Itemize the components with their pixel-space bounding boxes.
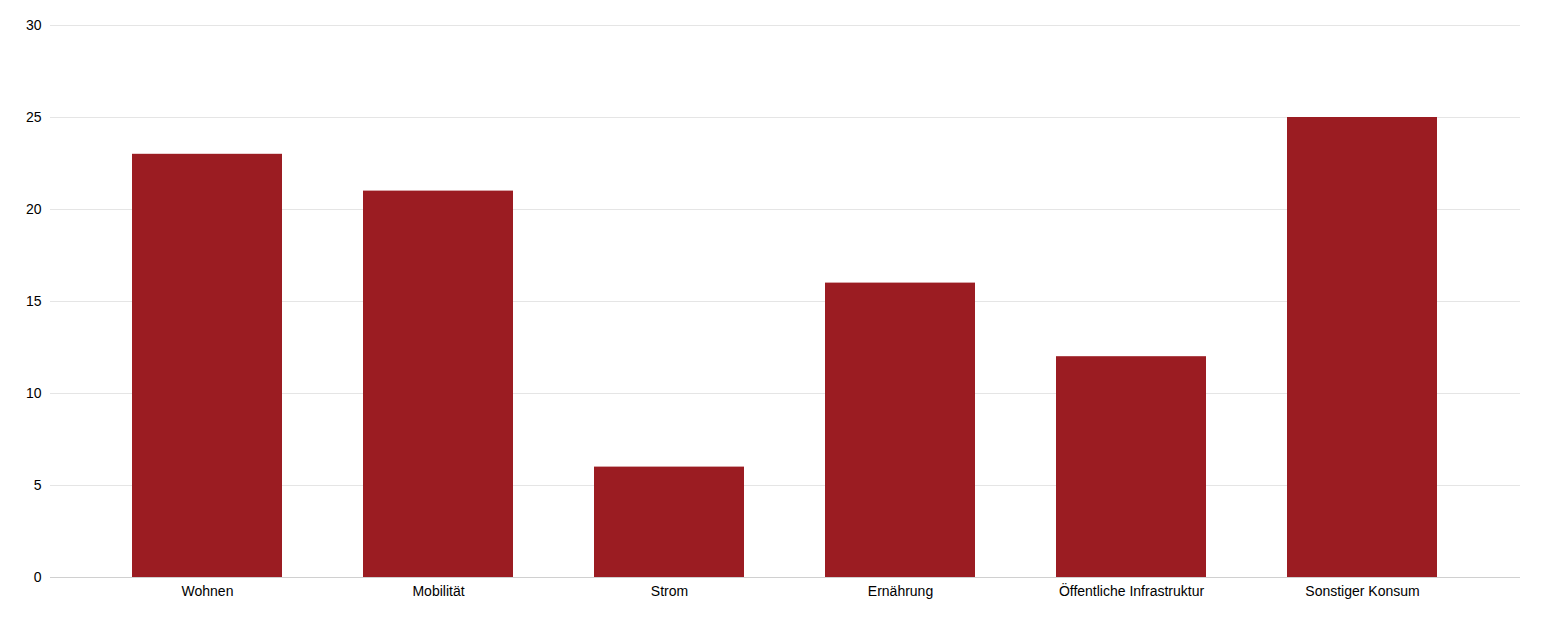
svg-text:Strom: Strom (651, 583, 688, 599)
svg-text:15: 15 (26, 293, 42, 309)
svg-text:5: 5 (34, 477, 42, 493)
svg-text:25: 25 (26, 109, 42, 125)
svg-text:Ernährung: Ernährung (868, 583, 933, 599)
svg-text:20: 20 (26, 201, 42, 217)
svg-text:Mobilität: Mobilität (412, 583, 464, 599)
svg-text:0: 0 (34, 569, 42, 585)
svg-text:Öffentliche Infrastruktur: Öffentliche Infrastruktur (1059, 582, 1205, 599)
svg-text:Sonstiger Konsum: Sonstiger Konsum (1305, 583, 1419, 599)
svg-text:30: 30 (26, 17, 42, 33)
svg-text:Wohnen: Wohnen (182, 583, 234, 599)
svg-text:10: 10 (26, 385, 42, 401)
